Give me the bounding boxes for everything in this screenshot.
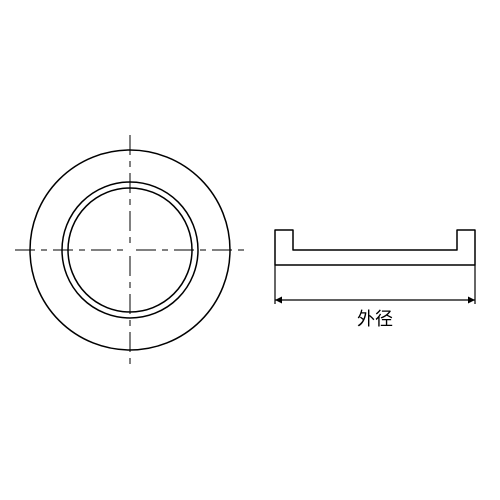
front-view [15,135,245,365]
dimension-label: 外径 [357,309,393,329]
side-view [275,230,475,265]
outer-diameter-dimension: 外径 [275,265,475,329]
technical-drawing: 外径 [0,0,500,500]
